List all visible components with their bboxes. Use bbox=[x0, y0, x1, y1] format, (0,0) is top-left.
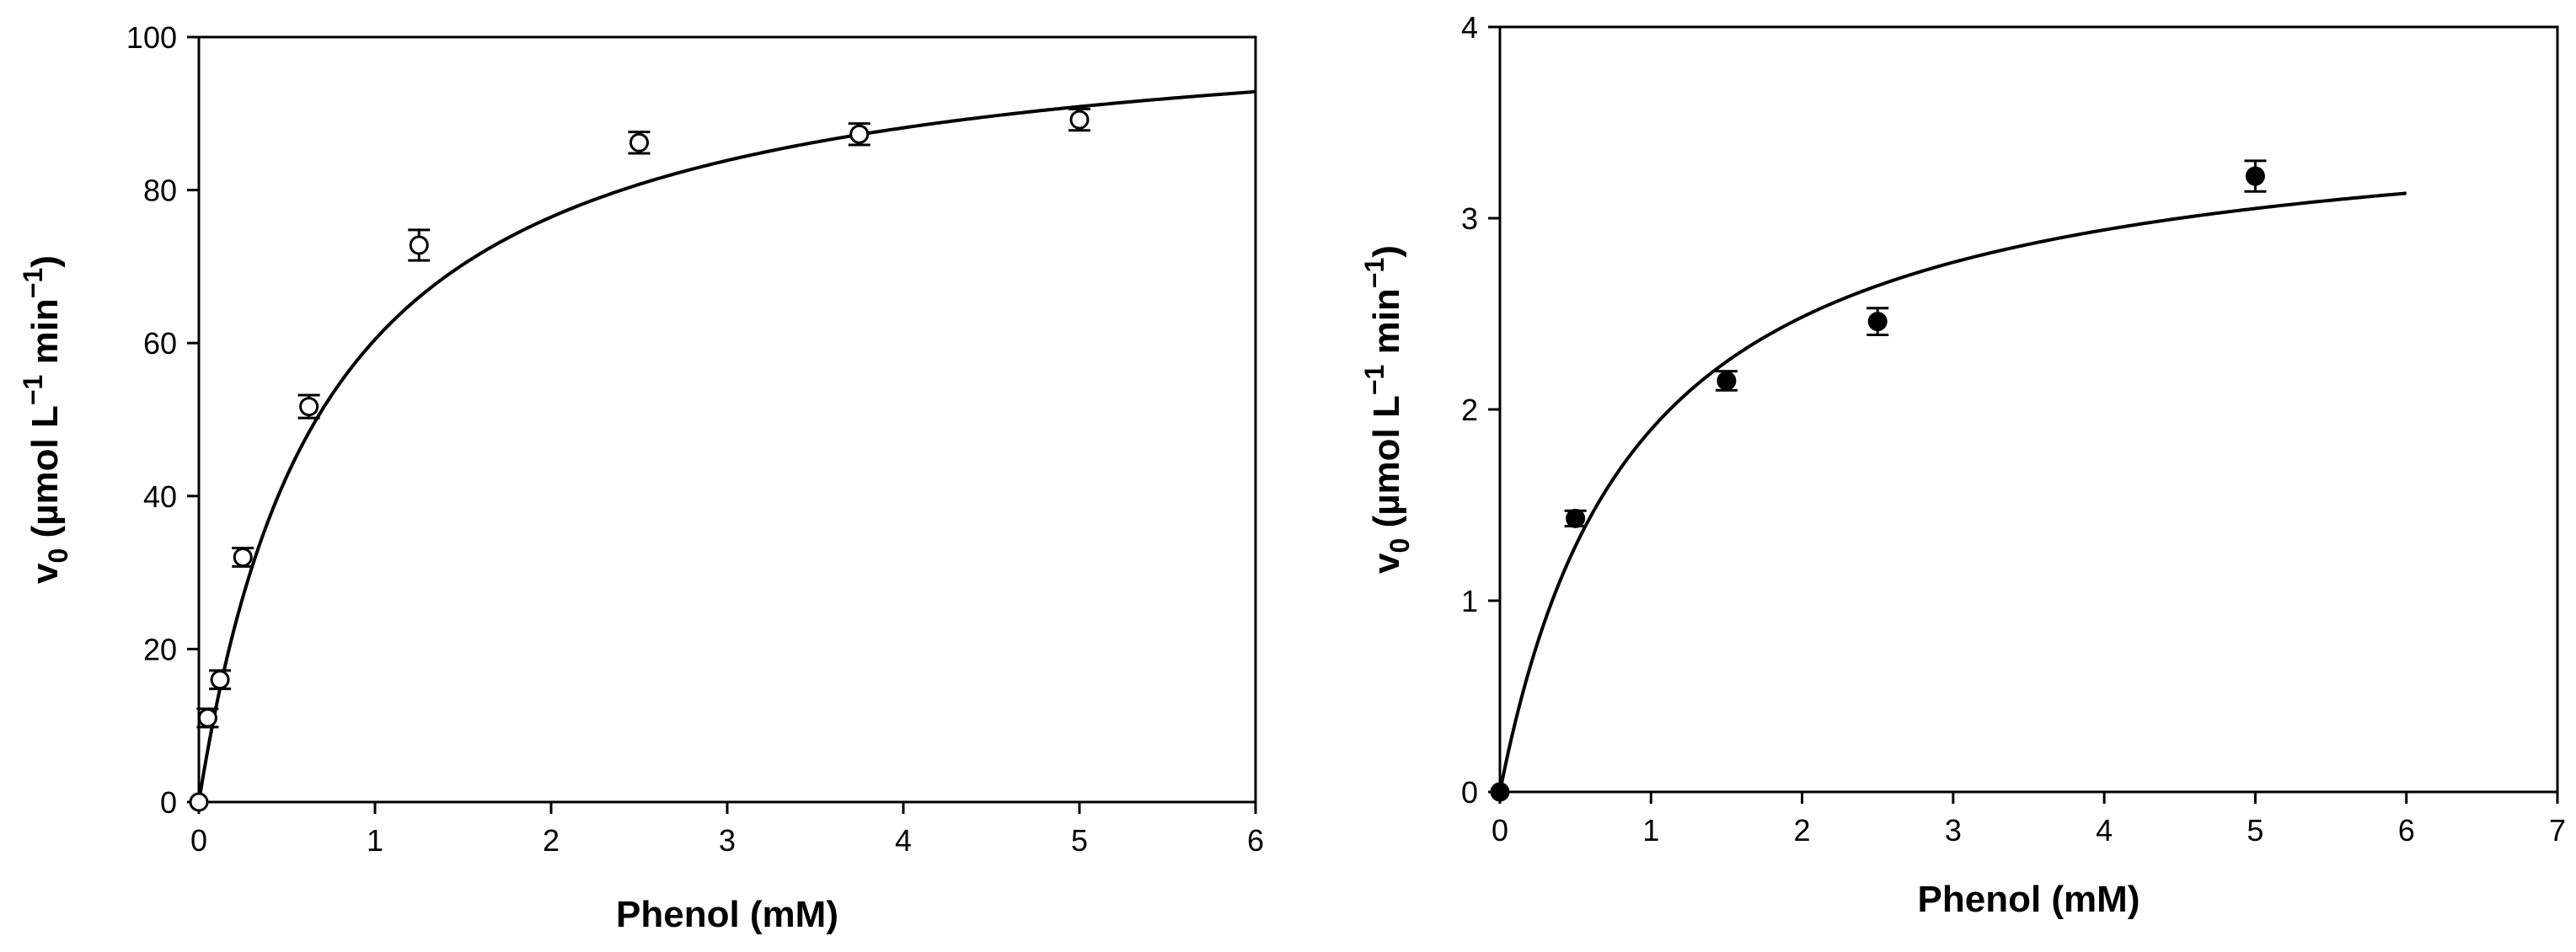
x-tick-label: 6 bbox=[1247, 823, 1264, 858]
y-tick-label: 2 bbox=[1461, 393, 1478, 427]
data-point bbox=[2245, 166, 2265, 186]
data-point bbox=[1490, 782, 1510, 802]
data-point bbox=[210, 670, 230, 690]
x-tick-label: 2 bbox=[1794, 813, 1811, 848]
x-axis-label: Phenol (mM) bbox=[616, 894, 838, 935]
data-point bbox=[189, 792, 209, 812]
x-tick-label: 3 bbox=[1945, 813, 1962, 848]
x-tick-label: 6 bbox=[2398, 813, 2415, 848]
data-point bbox=[299, 397, 319, 417]
y-tick-label: 20 bbox=[143, 632, 177, 666]
x-tick-label: 4 bbox=[895, 823, 912, 858]
data-point bbox=[1867, 312, 1888, 332]
plot-frame bbox=[1498, 25, 2559, 794]
y-tick-label: 1 bbox=[1461, 584, 1478, 618]
x-tick-label: 0 bbox=[1492, 813, 1508, 848]
y-axis-label: v0 (µmol L−1 min−1) bbox=[1359, 245, 1415, 574]
y-axis-label: v0 (µmol L−1 min−1) bbox=[18, 255, 73, 584]
x-tick-label: 0 bbox=[190, 823, 207, 858]
y-tick-label: 80 bbox=[143, 174, 177, 208]
x-tick-label: 4 bbox=[2096, 813, 2113, 848]
data-point bbox=[1069, 110, 1090, 130]
y-tick-label: 40 bbox=[143, 479, 177, 514]
x-axis-label: Phenol (mM) bbox=[1918, 879, 2140, 920]
x-tick-label: 1 bbox=[367, 823, 383, 858]
x-tick-label: 3 bbox=[719, 823, 736, 858]
y-tick-label: 0 bbox=[1461, 775, 1478, 810]
y-tick-label: 100 bbox=[126, 20, 177, 55]
data-point bbox=[233, 547, 253, 567]
chart-right: 0 1 2 3 4 5 6 7 0 1 2 3 4 Phenol (mM) v0 (µmol L−1 min… bbox=[1359, 10, 2566, 920]
x-tick-label: 5 bbox=[1071, 823, 1088, 858]
y-tick-label: 4 bbox=[1461, 10, 1478, 45]
data-point bbox=[629, 132, 649, 152]
data-point bbox=[1566, 508, 1586, 528]
data-point bbox=[849, 124, 870, 144]
data-point bbox=[1716, 371, 1737, 391]
data-point bbox=[197, 708, 217, 728]
data-point bbox=[409, 235, 429, 255]
fit-curve bbox=[1498, 191, 2407, 793]
x-tick-label: 1 bbox=[1642, 813, 1659, 848]
x-tick-label: 2 bbox=[543, 823, 560, 858]
fit-curve bbox=[197, 89, 1256, 803]
y-tick-label: 0 bbox=[160, 785, 177, 820]
x-tick-label: 7 bbox=[2549, 813, 2566, 848]
plot-frame bbox=[197, 35, 1257, 804]
y-tick-label: 60 bbox=[143, 326, 177, 361]
y-tick-label: 3 bbox=[1461, 201, 1478, 236]
x-tick-label: 5 bbox=[2247, 813, 2263, 848]
